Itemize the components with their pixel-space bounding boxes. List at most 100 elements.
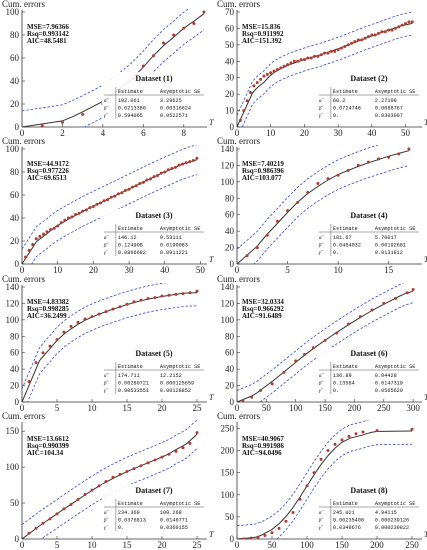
param-se: 12.2152 bbox=[160, 373, 182, 379]
param-se: 0.0190083 bbox=[160, 243, 188, 249]
param-symbol: γ̂ bbox=[104, 525, 108, 531]
y-tick-label: 20 bbox=[10, 99, 20, 109]
data-point bbox=[259, 77, 263, 81]
param-symbol: α̂ bbox=[319, 98, 324, 104]
x-tick-label: 15 bbox=[123, 403, 133, 413]
upper-confidence-band bbox=[237, 283, 405, 391]
data-point bbox=[346, 43, 350, 47]
param-symbol: β̂ bbox=[318, 518, 324, 524]
data-point bbox=[270, 531, 274, 535]
y-tick-label: 140 bbox=[221, 282, 235, 292]
data-point bbox=[184, 161, 188, 165]
table-header: Asymptotic SE bbox=[160, 226, 200, 232]
data-point bbox=[48, 517, 52, 521]
x-tick-label: 100 bbox=[289, 403, 303, 413]
data-point bbox=[333, 442, 337, 446]
param-symbol: β̂ bbox=[103, 243, 109, 249]
data-point bbox=[272, 69, 276, 73]
param-estimate: 0. bbox=[333, 113, 339, 119]
data-point bbox=[27, 379, 31, 383]
table-header: Estimate bbox=[333, 501, 358, 507]
data-point bbox=[263, 533, 267, 537]
y-tick-label: 20 bbox=[10, 236, 20, 246]
param-symbol: α̂ bbox=[319, 235, 324, 241]
data-point bbox=[311, 346, 315, 350]
dataset-label: Dataset (4) bbox=[350, 211, 387, 220]
data-point bbox=[305, 484, 309, 488]
data-point bbox=[74, 213, 78, 217]
data-point bbox=[81, 112, 85, 116]
data-point bbox=[192, 22, 196, 25]
param-estimate: 0. bbox=[118, 525, 124, 531]
x-tick-label: 300 bbox=[406, 403, 420, 413]
data-point bbox=[159, 171, 163, 175]
data-point bbox=[375, 429, 379, 433]
y-tick-label: 100 bbox=[221, 177, 235, 187]
y-tick-label: 80 bbox=[10, 331, 20, 341]
param-se: 5.70017 bbox=[375, 235, 397, 241]
data-point bbox=[83, 317, 87, 321]
x-tick-label: 0 bbox=[20, 540, 25, 550]
x-tick-label: 8 bbox=[182, 128, 187, 138]
data-point bbox=[286, 63, 290, 67]
data-point bbox=[163, 170, 167, 174]
stat-aic: AIC=94.0496 bbox=[242, 449, 282, 457]
data-point bbox=[354, 432, 358, 436]
x-tick-label: 4 bbox=[101, 128, 106, 138]
data-point bbox=[49, 228, 53, 231]
param-se: 0.0303007 bbox=[375, 113, 403, 119]
data-point bbox=[27, 248, 31, 252]
y-tick-label: 120 bbox=[221, 160, 235, 170]
param-estimate: 0.0454032 bbox=[333, 243, 361, 249]
data-point bbox=[373, 33, 377, 37]
data-point bbox=[411, 287, 415, 291]
data-point bbox=[153, 458, 157, 462]
param-symbol: γ̂ bbox=[319, 525, 323, 531]
x-tick-label: 40 bbox=[367, 128, 377, 138]
dataset-label: Dataset (2) bbox=[350, 74, 387, 83]
data-point bbox=[131, 185, 135, 189]
data-point bbox=[347, 322, 351, 326]
dataset-label: Dataset (5) bbox=[135, 349, 172, 358]
table-header: Estimate bbox=[118, 364, 143, 370]
data-point bbox=[145, 178, 149, 182]
param-estimate: 245.021 bbox=[333, 510, 355, 516]
upper-confidence-band bbox=[22, 8, 191, 112]
data-point bbox=[400, 23, 404, 27]
table-header: Asymptotic SE bbox=[160, 364, 200, 370]
y-tick-label: 140 bbox=[6, 282, 20, 292]
data-point bbox=[407, 20, 411, 24]
data-point bbox=[366, 35, 370, 39]
data-point bbox=[166, 168, 170, 172]
data-point bbox=[134, 184, 138, 188]
x-tick-label: 250 bbox=[377, 403, 391, 413]
y-tick-label: 100 bbox=[6, 7, 20, 17]
data-point bbox=[316, 182, 320, 185]
x-tick-label: 25 bbox=[193, 540, 203, 550]
table-header: Asymptotic SE bbox=[375, 501, 415, 507]
table-header: Estimate bbox=[118, 89, 143, 95]
data-point bbox=[335, 331, 339, 335]
data-point bbox=[306, 191, 310, 195]
param-se: 4.94115 bbox=[375, 510, 397, 516]
y-tick-label: 100 bbox=[6, 315, 20, 325]
data-point bbox=[370, 33, 374, 37]
data-point bbox=[66, 216, 70, 220]
y-tick-label: 0 bbox=[15, 122, 20, 132]
data-point bbox=[356, 163, 360, 167]
param-se: 109.268 bbox=[160, 510, 182, 516]
data-point bbox=[170, 167, 174, 171]
data-point bbox=[188, 160, 192, 164]
upper-confidence-band bbox=[237, 11, 413, 116]
stat-rsq: Rsq=0.977226 bbox=[27, 167, 69, 175]
data-point bbox=[151, 54, 155, 58]
data-point bbox=[195, 289, 199, 293]
data-point bbox=[336, 48, 340, 52]
table-header: Estimate bbox=[333, 364, 358, 370]
upper-confidence-band bbox=[22, 420, 198, 525]
data-point bbox=[382, 301, 386, 305]
x-tick-label: 0 bbox=[235, 540, 240, 550]
data-point bbox=[195, 156, 199, 160]
y-tick-label: 80 bbox=[225, 193, 235, 203]
